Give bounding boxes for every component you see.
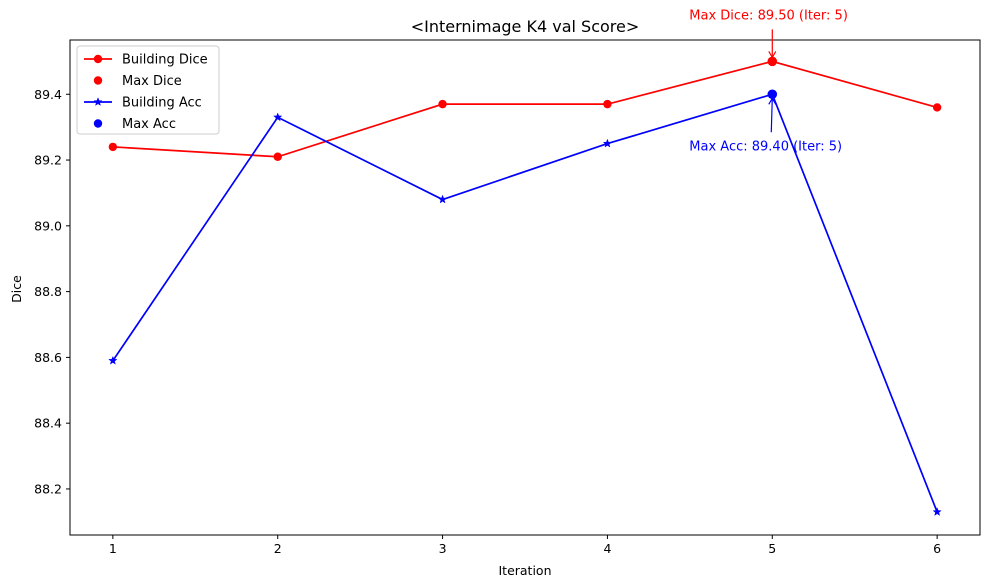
legend-building-dice-swatch [93,54,103,64]
building-acc-point [932,507,942,516]
building-dice-line [112,60,938,158]
legend-max-acc-swatch [93,119,103,128]
y-tick-label: 89.0 [34,218,62,233]
max-dice-arrowhead [768,51,777,59]
building-dice-point [273,152,282,161]
chart-title: <Internimage K4 val Score> [411,17,640,36]
building-acc-point [437,194,448,204]
x-tick-label: 2 [274,541,282,556]
x-tick-label: 5 [768,541,776,556]
legend-building-acc-label: Building Acc [122,96,202,111]
legend-building-dice-label: Building Dice [122,53,208,68]
y-tick-label: 88.2 [34,481,62,496]
max-acc-annotation: Max Acc: 89.40 (Iter: 5) [689,139,842,154]
max-acc-arrow [770,98,773,133]
x-tick-label: 3 [439,541,447,556]
axes-frame [69,39,981,536]
building-acc-line [112,93,938,513]
legend-max-dice-label: Max Dice [122,74,182,89]
max-dice-point [767,56,778,67]
legend-max-dice-swatch [93,76,103,85]
building-acc-point [602,138,613,148]
building-acc-point [108,355,118,365]
max-acc-point [767,89,778,100]
legend-max-acc-label: Max Acc [122,117,176,132]
x-tick-label: 4 [603,541,611,556]
x-tick-label: 6 [933,541,941,556]
x-axis-label: Iteration [498,563,551,578]
building-dice-point [108,142,118,152]
y-tick-label: 89.4 [34,87,62,102]
max-acc-arrowhead [768,97,777,105]
y-tick-label: 88.6 [34,350,62,365]
building-dice-point [438,99,447,109]
building-dice-point [603,99,612,109]
building-dice-point [932,103,942,112]
plot-area: 1 2 3 4 5 6 88.2 88.4 88.6 88.8 89.0 89.2 89.4 Max Di… [34,8,981,556]
legend: Building Dice Max Dice Building Acc Max Acc [76,45,220,135]
y-tick-label: 89.2 [34,153,62,168]
legend-building-acc-swatch [93,97,103,106]
y-tick-label: 88.8 [34,284,62,299]
y-tick-label: 88.4 [34,416,62,431]
y-axis-label: Dice [9,275,24,303]
x-tick-label: 1 [109,541,117,556]
building-acc-point [273,112,283,122]
legend-box [76,45,220,135]
max-dice-annotation: Max Dice: 89.50 (Iter: 5) [689,8,848,23]
